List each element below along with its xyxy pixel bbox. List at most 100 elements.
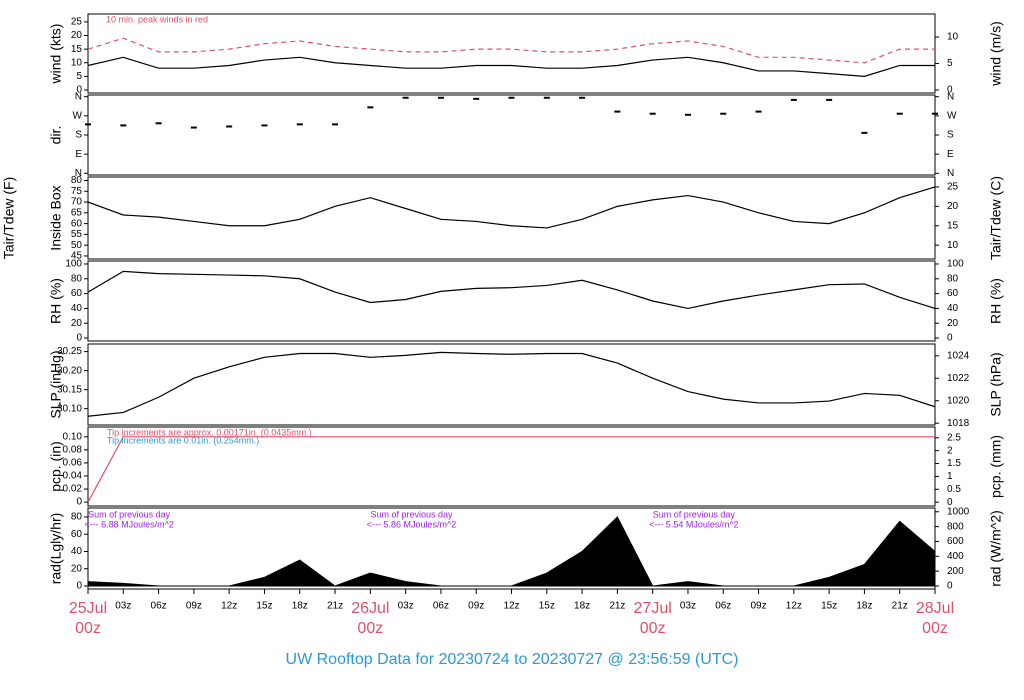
series-line [87,186,936,229]
y2-axis-label: RH (%) [988,278,1004,324]
y-tick-label: 15 [71,44,83,55]
y2-tick-label: 600 [947,536,964,547]
y2-tick-label: 800 [947,521,964,532]
panel-frame [87,94,936,176]
y2-tick-label: 1018 [947,418,970,429]
y-tick-label: 50 [71,240,83,251]
y-tick-label: 0.08 [63,444,83,455]
y-tick-label: N [75,91,82,102]
y-tick-label: 25 [71,17,83,28]
panel-frame [87,176,936,260]
annotation: <--- 5.54 MJoules/m^2 [649,519,739,529]
panel-frame [87,13,936,94]
x-tick-label: 28Jul 00z [916,600,954,637]
y-tick-label: 20 [71,563,83,574]
x-tick-label: 21z [327,601,343,612]
y2-tick-label: 0 [947,581,953,592]
y-tick-label: 20 [71,318,83,329]
y-tick-label: E [75,149,82,160]
y-tick-label: 30.25 [57,346,82,357]
x-tick-label: 06z [433,601,449,612]
series-line [87,56,935,77]
panel-frame [87,507,936,590]
x-tick-label: 03z [398,601,414,612]
x-tick-label: 06z [151,601,167,612]
y2-tick-label: N [947,168,954,179]
panel-frame [87,426,936,507]
y-tick-label: 80 [71,175,83,186]
y-tick-label: 70 [71,197,83,208]
y2-tick-label: 0 [947,333,953,344]
y-tick-label: 75 [71,186,83,197]
y-axis-label: rad(Lgly/hr) [48,513,64,585]
y2-tick-label: 0 [947,85,953,96]
y2-tick-label: 1000 [947,506,970,517]
y-tick-label: 30.20 [57,365,82,376]
series-area [87,516,936,587]
y2-tick-label: 200 [947,566,964,577]
y-tick-label: 60 [71,218,83,229]
annotation: Tip increments are approx. 0.00171in. (0… [107,427,312,437]
x-tick-label: 21z [609,601,625,612]
y2-tick-label: 1 [947,471,953,482]
x-tick-label: 18z [292,601,308,612]
y-tick-label: 0.02 [63,484,83,495]
panel-frame [87,260,936,342]
y-tick-label: 0.10 [63,431,83,442]
y2-tick-label: 25 [947,182,959,193]
y-tick-label: S [75,130,82,141]
y2-axis-label: pcp. (mm) [988,435,1004,498]
series-line [87,351,936,417]
y2-tick-label: 400 [947,551,964,562]
y-axis-label: wind (kts) [48,24,64,85]
y2-tick-label: 100 [947,259,964,270]
x-tick-label: 03z [680,601,696,612]
y2-tick-label: 1.5 [947,458,961,469]
y2-tick-label: S [947,130,954,141]
x-tick-label: 27Jul 00z [634,600,672,637]
y-tick-label: 80 [71,512,83,523]
annotation: Sum of previous day [370,509,453,519]
y2-tick-label: 15 [947,220,959,231]
x-tick-label: 25Jul 00z [69,600,107,637]
y2-tick-label: N [947,91,954,102]
x-tick-label: 06z [715,601,731,612]
y2-tick-label: E [947,149,954,160]
x-tick-label: 09z [468,601,484,612]
y-tick-label: 20 [71,30,83,41]
y2-tick-label: W [947,110,957,121]
y-axis-label: pcp. (in) [48,441,64,492]
y2-tick-label: 0 [947,497,953,508]
x-tick-label: 18z [574,601,590,612]
y2-tick-label: 10 [947,32,959,43]
x-tick-label: 09z [750,601,766,612]
x-tick-label: 15z [821,601,837,612]
y-tick-label: 30.15 [57,384,82,395]
y2-tick-label: 20 [947,201,959,212]
y2-tick-label: 10 [947,240,959,251]
y-axis-label: dir. [48,126,64,145]
y-tick-label: 100 [65,259,82,270]
y-tick-label: 0.06 [63,458,83,469]
y-tick-label: 40 [71,546,83,557]
y-tick-label: 60 [71,529,83,540]
y-tick-label: 10 [71,57,83,68]
x-tick-label: 21z [892,601,908,612]
x-tick-label: 12z [503,601,519,612]
y-tick-label: 30.10 [57,403,82,414]
x-tick-label: 09z [186,601,202,612]
annotation: Tip increments are 0.01in. (0.254mm.) [107,435,259,445]
y2-axis-label: wind (m/s) [988,21,1004,87]
y-tick-label: 0.04 [63,471,83,482]
annotation: Sum of previous day [653,509,736,519]
y2-tick-label: 2 [947,445,953,456]
series-line [87,270,936,310]
y2-tick-label: 1020 [947,395,970,406]
x-tick-label: 26Jul 00z [351,600,389,637]
y2-axis-label: SLP (hPa) [988,352,1004,416]
chart-title: UW Rooftop Data for 20230724 to 20230727… [286,651,739,668]
y2-tick-label: 1024 [947,350,970,361]
y-tick-label: 0 [76,333,82,344]
y-tick-label: 0 [76,497,82,508]
